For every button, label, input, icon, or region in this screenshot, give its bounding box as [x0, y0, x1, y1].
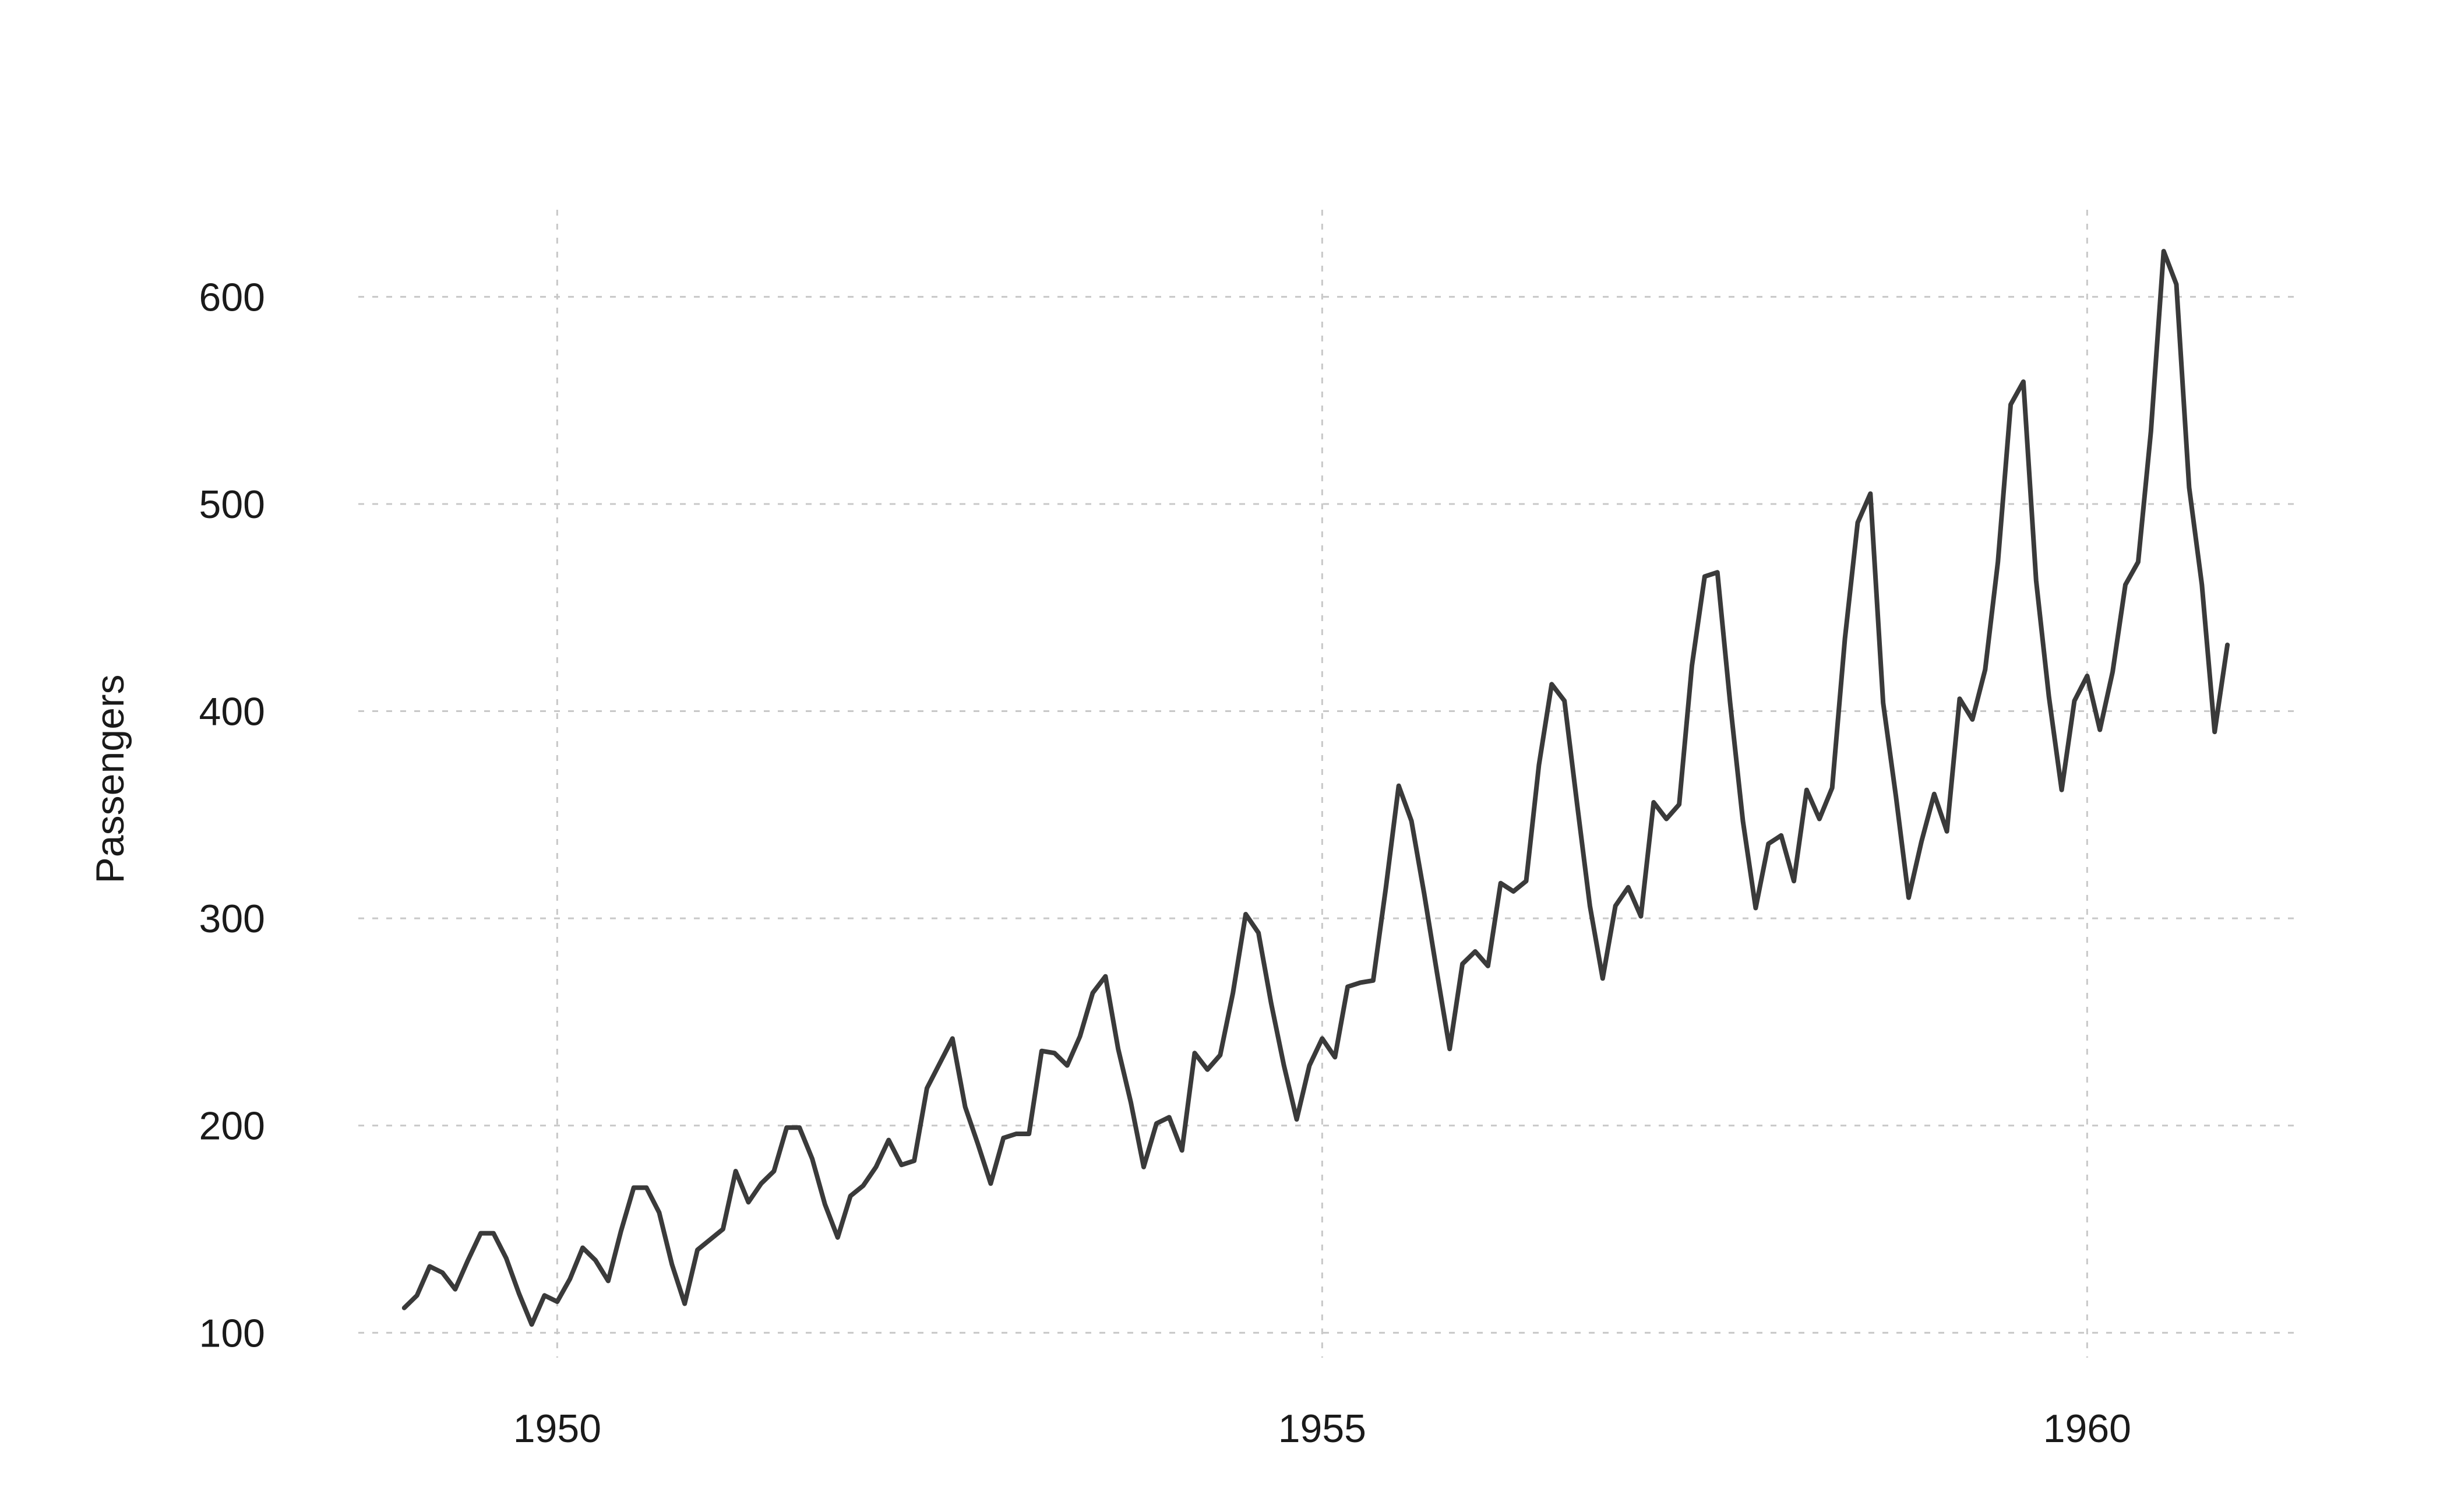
y-tick-label: 200	[199, 1104, 265, 1148]
x-tick-label: 1955	[1278, 1407, 1366, 1451]
x-tick-label: 1960	[2043, 1407, 2131, 1451]
x-gridlines	[556, 210, 2088, 1358]
x-tick-labels: 1950 1955 1960	[513, 1407, 2131, 1451]
y-tick-labels: 100 200 300 400 500 600	[199, 275, 265, 1355]
y-axis-title: Passengers	[88, 674, 132, 883]
y-gridlines	[358, 295, 2301, 1334]
x-tick-label: 1950	[513, 1407, 601, 1451]
y-tick-label: 100	[199, 1311, 265, 1355]
series-line	[401, 249, 2230, 1327]
y-tick-label: 500	[199, 482, 265, 527]
y-tick-label: 600	[199, 275, 265, 319]
y-tick-label: 400	[199, 690, 265, 734]
y-tick-label: 300	[199, 897, 265, 941]
series-layer	[401, 249, 2230, 1327]
